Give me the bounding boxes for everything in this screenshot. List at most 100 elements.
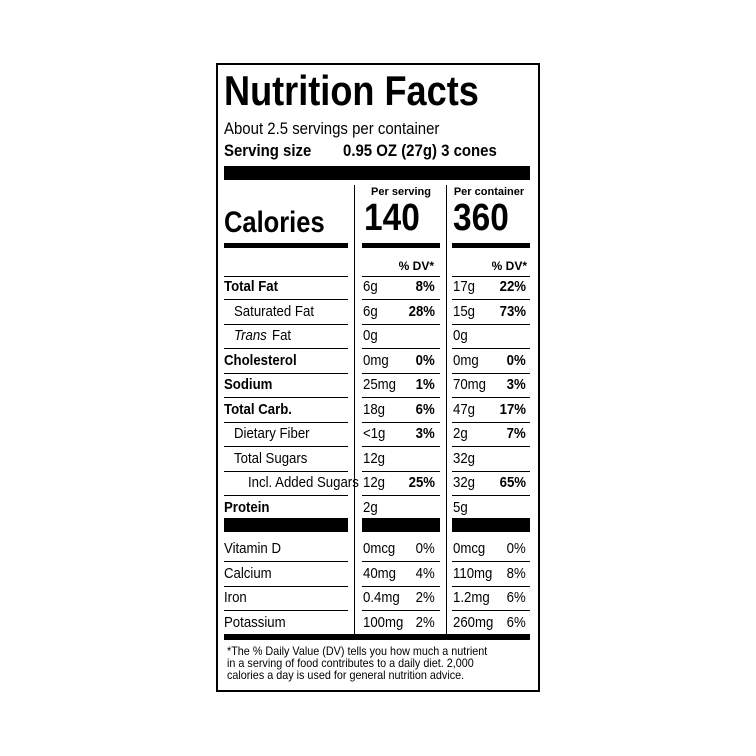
serving-size-label: Serving size — [224, 141, 312, 160]
rule — [452, 299, 530, 300]
daily-value: 3% — [415, 425, 435, 442]
rule — [224, 610, 348, 611]
rule — [362, 299, 440, 300]
calories-label: Calories — [224, 205, 325, 239]
rule — [224, 397, 348, 398]
amount: 100mg — [363, 613, 404, 631]
amount: 0.4mg — [363, 589, 400, 606]
daily-value: 0% — [506, 351, 526, 369]
amount: 0g — [363, 327, 378, 344]
daily-value: 2% — [415, 613, 435, 631]
rule — [362, 243, 440, 248]
rule — [362, 610, 440, 611]
daily-value: 3% — [506, 376, 526, 393]
rule — [224, 446, 348, 447]
daily-value: 65% — [499, 474, 526, 491]
dv-header: % DV* — [491, 259, 527, 273]
daily-value: 1% — [415, 376, 435, 393]
rule — [362, 421, 440, 423]
rule — [224, 276, 348, 277]
rule — [446, 185, 447, 634]
amount: 6g — [363, 302, 378, 320]
column-header: Per container — [453, 186, 525, 198]
daily-value: 28% — [408, 302, 435, 320]
nutrient-name: Saturated Fat — [234, 302, 314, 320]
amount: 0mg — [453, 351, 479, 369]
amount: 32g — [453, 474, 476, 491]
nutrient-name: Total Sugars — [234, 449, 308, 467]
daily-value: 4% — [415, 564, 435, 582]
rule — [452, 348, 530, 349]
serving-size-value: 0.95 OZ (27g) 3 cones — [343, 141, 497, 160]
nutrient-name: Incl. Added Sugars — [248, 474, 359, 491]
amount: 18g — [363, 400, 386, 418]
footnote: calories a day is used for general nutri… — [227, 668, 465, 682]
rule — [224, 348, 348, 349]
rule — [452, 610, 530, 611]
amount: 17g — [453, 278, 476, 295]
rule — [362, 585, 440, 587]
daily-value: 0% — [506, 540, 526, 557]
amount: 5g — [453, 498, 468, 516]
calories-container: 360 — [453, 196, 509, 239]
daily-value: 0% — [415, 540, 435, 557]
daily-value: 6% — [506, 613, 526, 631]
footnote: in a serving of food contributes to a da… — [227, 656, 474, 670]
label-box — [216, 63, 540, 692]
rule — [452, 470, 530, 472]
calories-serving: 140 — [364, 196, 420, 239]
amount: 2g — [453, 425, 468, 442]
rule — [362, 372, 440, 374]
rule — [362, 470, 440, 472]
rule — [362, 348, 440, 349]
amount: 260mg — [453, 613, 494, 631]
amount: 0mg — [363, 351, 389, 369]
title: Nutrition Facts — [224, 66, 479, 114]
amount: 47g — [453, 400, 476, 418]
rule — [362, 276, 440, 277]
daily-value: 17% — [499, 400, 526, 418]
daily-value: 7% — [506, 425, 526, 442]
daily-value: 8% — [506, 564, 526, 582]
rule — [224, 585, 348, 587]
rule — [452, 323, 530, 325]
amount: 25mg — [363, 376, 397, 393]
amount: <1g — [363, 425, 386, 442]
daily-value: 25% — [408, 474, 435, 491]
rule — [452, 585, 530, 587]
rule — [362, 518, 440, 532]
rule — [452, 495, 530, 496]
rule — [224, 495, 348, 496]
nutrient-name: Calcium — [224, 564, 272, 582]
rule — [452, 518, 530, 532]
amount: 15g — [453, 302, 476, 320]
rule — [452, 446, 530, 447]
daily-value: 22% — [499, 278, 526, 295]
rule — [224, 372, 348, 374]
rule — [452, 243, 530, 248]
rule — [224, 470, 348, 472]
servings: About 2.5 servings per container — [224, 119, 440, 138]
nutrient-name: Protein — [224, 498, 270, 516]
amount: 40mg — [363, 564, 397, 582]
amount: 0g — [453, 327, 468, 344]
daily-value: 8% — [415, 278, 435, 295]
amount: 0mcg — [453, 540, 486, 557]
rule — [362, 561, 440, 562]
rule — [362, 446, 440, 447]
daily-value: 6% — [506, 589, 526, 606]
rule — [224, 561, 348, 562]
amount: 2g — [363, 498, 378, 516]
nutrient-name: Iron — [224, 589, 247, 606]
rule — [452, 421, 530, 423]
amount: 12g — [363, 474, 386, 491]
nutrient-name: Vitamin D — [224, 540, 281, 557]
footnote: *The % Daily Value (DV) tells you how mu… — [227, 644, 488, 658]
daily-value: 73% — [499, 302, 526, 320]
rule — [224, 518, 348, 532]
rule — [362, 495, 440, 496]
amount: 0mcg — [363, 540, 396, 557]
amount: 110mg — [453, 564, 493, 582]
rule — [452, 372, 530, 374]
